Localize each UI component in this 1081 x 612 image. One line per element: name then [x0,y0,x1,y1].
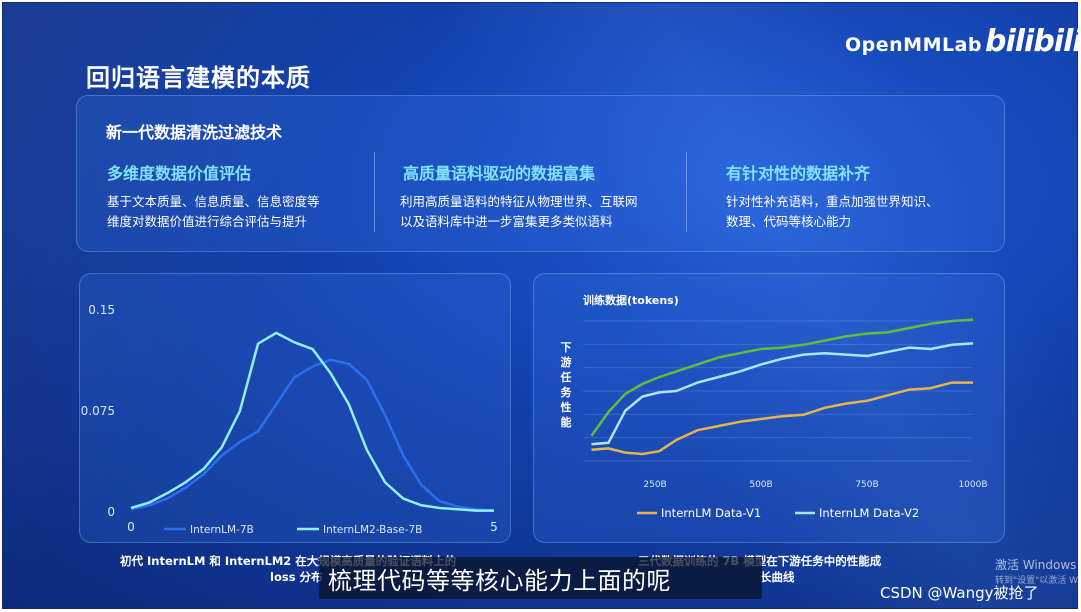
x-tick-label: 0 [127,520,135,534]
left-chart-caption-line2: loss 分布 [270,570,323,584]
activate-windows-title: 激活 Windows [995,558,1077,572]
video-subtitle: 梳理代码等等核心能力上面的呢 [328,567,671,595]
y-axis-label-char: 游 [561,355,572,369]
activate-windows-hint: 转到"设置"以激活 W [995,576,1079,586]
series-line-2 [591,342,974,446]
section-title: 新一代数据清洗过滤技术 [106,123,283,142]
y-tick-label: 0.15 [88,303,115,317]
loss-distribution-chart: 0 0.075 0.15 0 5 InternLM-7B InternLM2-Base-7B [81,303,498,536]
column-text-3: 针对性补充语料，重点加强世界知识、 数理、代码等核心能力 [726,192,939,232]
chart-title: 训练数据(tokens) [583,293,679,307]
column-text-2: 利用高质量语料的特征从物理世界、互联网 以及语料库中进一步富集更多类似语料 [400,192,638,232]
column-text-line: 基于文本质量、信息质量、信息密度等 [107,194,320,209]
column-text-1: 基于文本质量、信息质量、信息密度等 维度对数据价值进行综合评估与提升 [107,192,320,232]
features-panel [76,95,1005,252]
x-tick-label: 1000B [958,480,987,490]
series-line-3 [590,318,974,437]
series-line-1 [130,358,495,512]
bilibili-logo: bilibili [985,24,1081,59]
y-axis-label-char: 性 [561,400,572,414]
x-tick-label: 5 [490,520,498,534]
loss-chart-panel [79,273,511,543]
column-text-line: 利用高质量语料的特征从物理世界、互联网 [400,194,638,209]
y-axis-label-char: 能 [561,415,572,429]
legend-label: InternLM Data-V1 [661,506,761,520]
x-tick-label: 500B [749,480,772,490]
column-text-line: 数理、代码等核心能力 [726,214,852,229]
column-divider [686,152,687,232]
column-heading-2: 高质量语料驱动的数据富集 [403,164,596,183]
column-text-line: 维度对数据价值进行综合评估与提升 [107,214,308,229]
column-text-line: 针对性补充语料，重点加强世界知识、 [726,194,939,209]
x-tick-label: 750B [855,480,878,490]
column-heading-3: 有针对性的数据补齐 [726,164,871,183]
y-tick-label: 0 [107,505,115,519]
legend-label: InternLM Data-V2 [819,506,919,520]
brand-name: OpenMMLab [845,34,983,56]
x-tick-label: 250B [643,480,666,490]
legend-label: InternLM2-Base-7B [323,524,422,536]
y-axis-label-char: 下 [561,341,572,354]
slide-title: 回归语言建模的本质 [86,64,311,92]
legend-label: InternLM-7B [190,524,254,536]
series-line-1 [591,381,973,456]
y-tick-label: 0.075 [81,404,115,418]
csdn-watermark: CSDN @Wangy被抢了 [880,584,1039,602]
video-subtitle-background [319,557,762,599]
right-chart-caption-line2: 长曲线 [760,570,795,584]
series-line-2 [130,331,494,512]
y-axis-label-char: 任 [560,370,572,384]
column-text-line: 以及语料库中进一步富集更多类似语料 [400,214,613,229]
column-heading-1: 多维度数据价值评估 [107,164,252,183]
background-decoration [3,3,1077,608]
column-divider [374,152,375,232]
y-axis-label-char: 务 [561,385,573,399]
